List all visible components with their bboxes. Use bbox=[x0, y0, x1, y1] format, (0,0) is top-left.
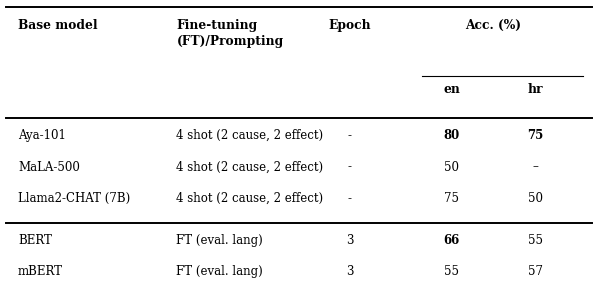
Text: -: - bbox=[348, 129, 352, 142]
Text: Llama2-CHAT (7B): Llama2-CHAT (7B) bbox=[18, 192, 130, 205]
Text: 55: 55 bbox=[527, 234, 543, 247]
Text: Acc. (%): Acc. (%) bbox=[465, 19, 521, 32]
Text: 55: 55 bbox=[444, 265, 459, 278]
Text: BERT: BERT bbox=[18, 234, 52, 247]
Text: Fine-tuning
(FT)/Prompting: Fine-tuning (FT)/Prompting bbox=[176, 19, 283, 48]
Text: Aya-101: Aya-101 bbox=[18, 129, 66, 142]
Text: 4 shot (2 cause, 2 effect): 4 shot (2 cause, 2 effect) bbox=[176, 161, 324, 174]
Text: 50: 50 bbox=[444, 161, 459, 174]
Text: 66: 66 bbox=[443, 234, 460, 247]
Text: 3: 3 bbox=[346, 265, 353, 278]
Text: -: - bbox=[348, 192, 352, 205]
Text: 75: 75 bbox=[527, 129, 544, 142]
Text: en: en bbox=[443, 83, 460, 96]
Text: -: - bbox=[348, 161, 352, 174]
Text: 80: 80 bbox=[443, 129, 460, 142]
Text: 4 shot (2 cause, 2 effect): 4 shot (2 cause, 2 effect) bbox=[176, 129, 324, 142]
Text: MaLA-500: MaLA-500 bbox=[18, 161, 80, 174]
Text: 75: 75 bbox=[444, 192, 459, 205]
Text: –: – bbox=[532, 161, 538, 174]
Text: 4 shot (2 cause, 2 effect): 4 shot (2 cause, 2 effect) bbox=[176, 192, 324, 205]
Text: 50: 50 bbox=[527, 192, 543, 205]
Text: FT (eval. lang): FT (eval. lang) bbox=[176, 265, 263, 278]
Text: mBERT: mBERT bbox=[18, 265, 63, 278]
Text: FT (eval. lang): FT (eval. lang) bbox=[176, 234, 263, 247]
Text: Base model: Base model bbox=[18, 19, 97, 32]
Text: 57: 57 bbox=[527, 265, 543, 278]
Text: hr: hr bbox=[527, 83, 543, 96]
Text: Epoch: Epoch bbox=[328, 19, 371, 32]
Text: 3: 3 bbox=[346, 234, 353, 247]
